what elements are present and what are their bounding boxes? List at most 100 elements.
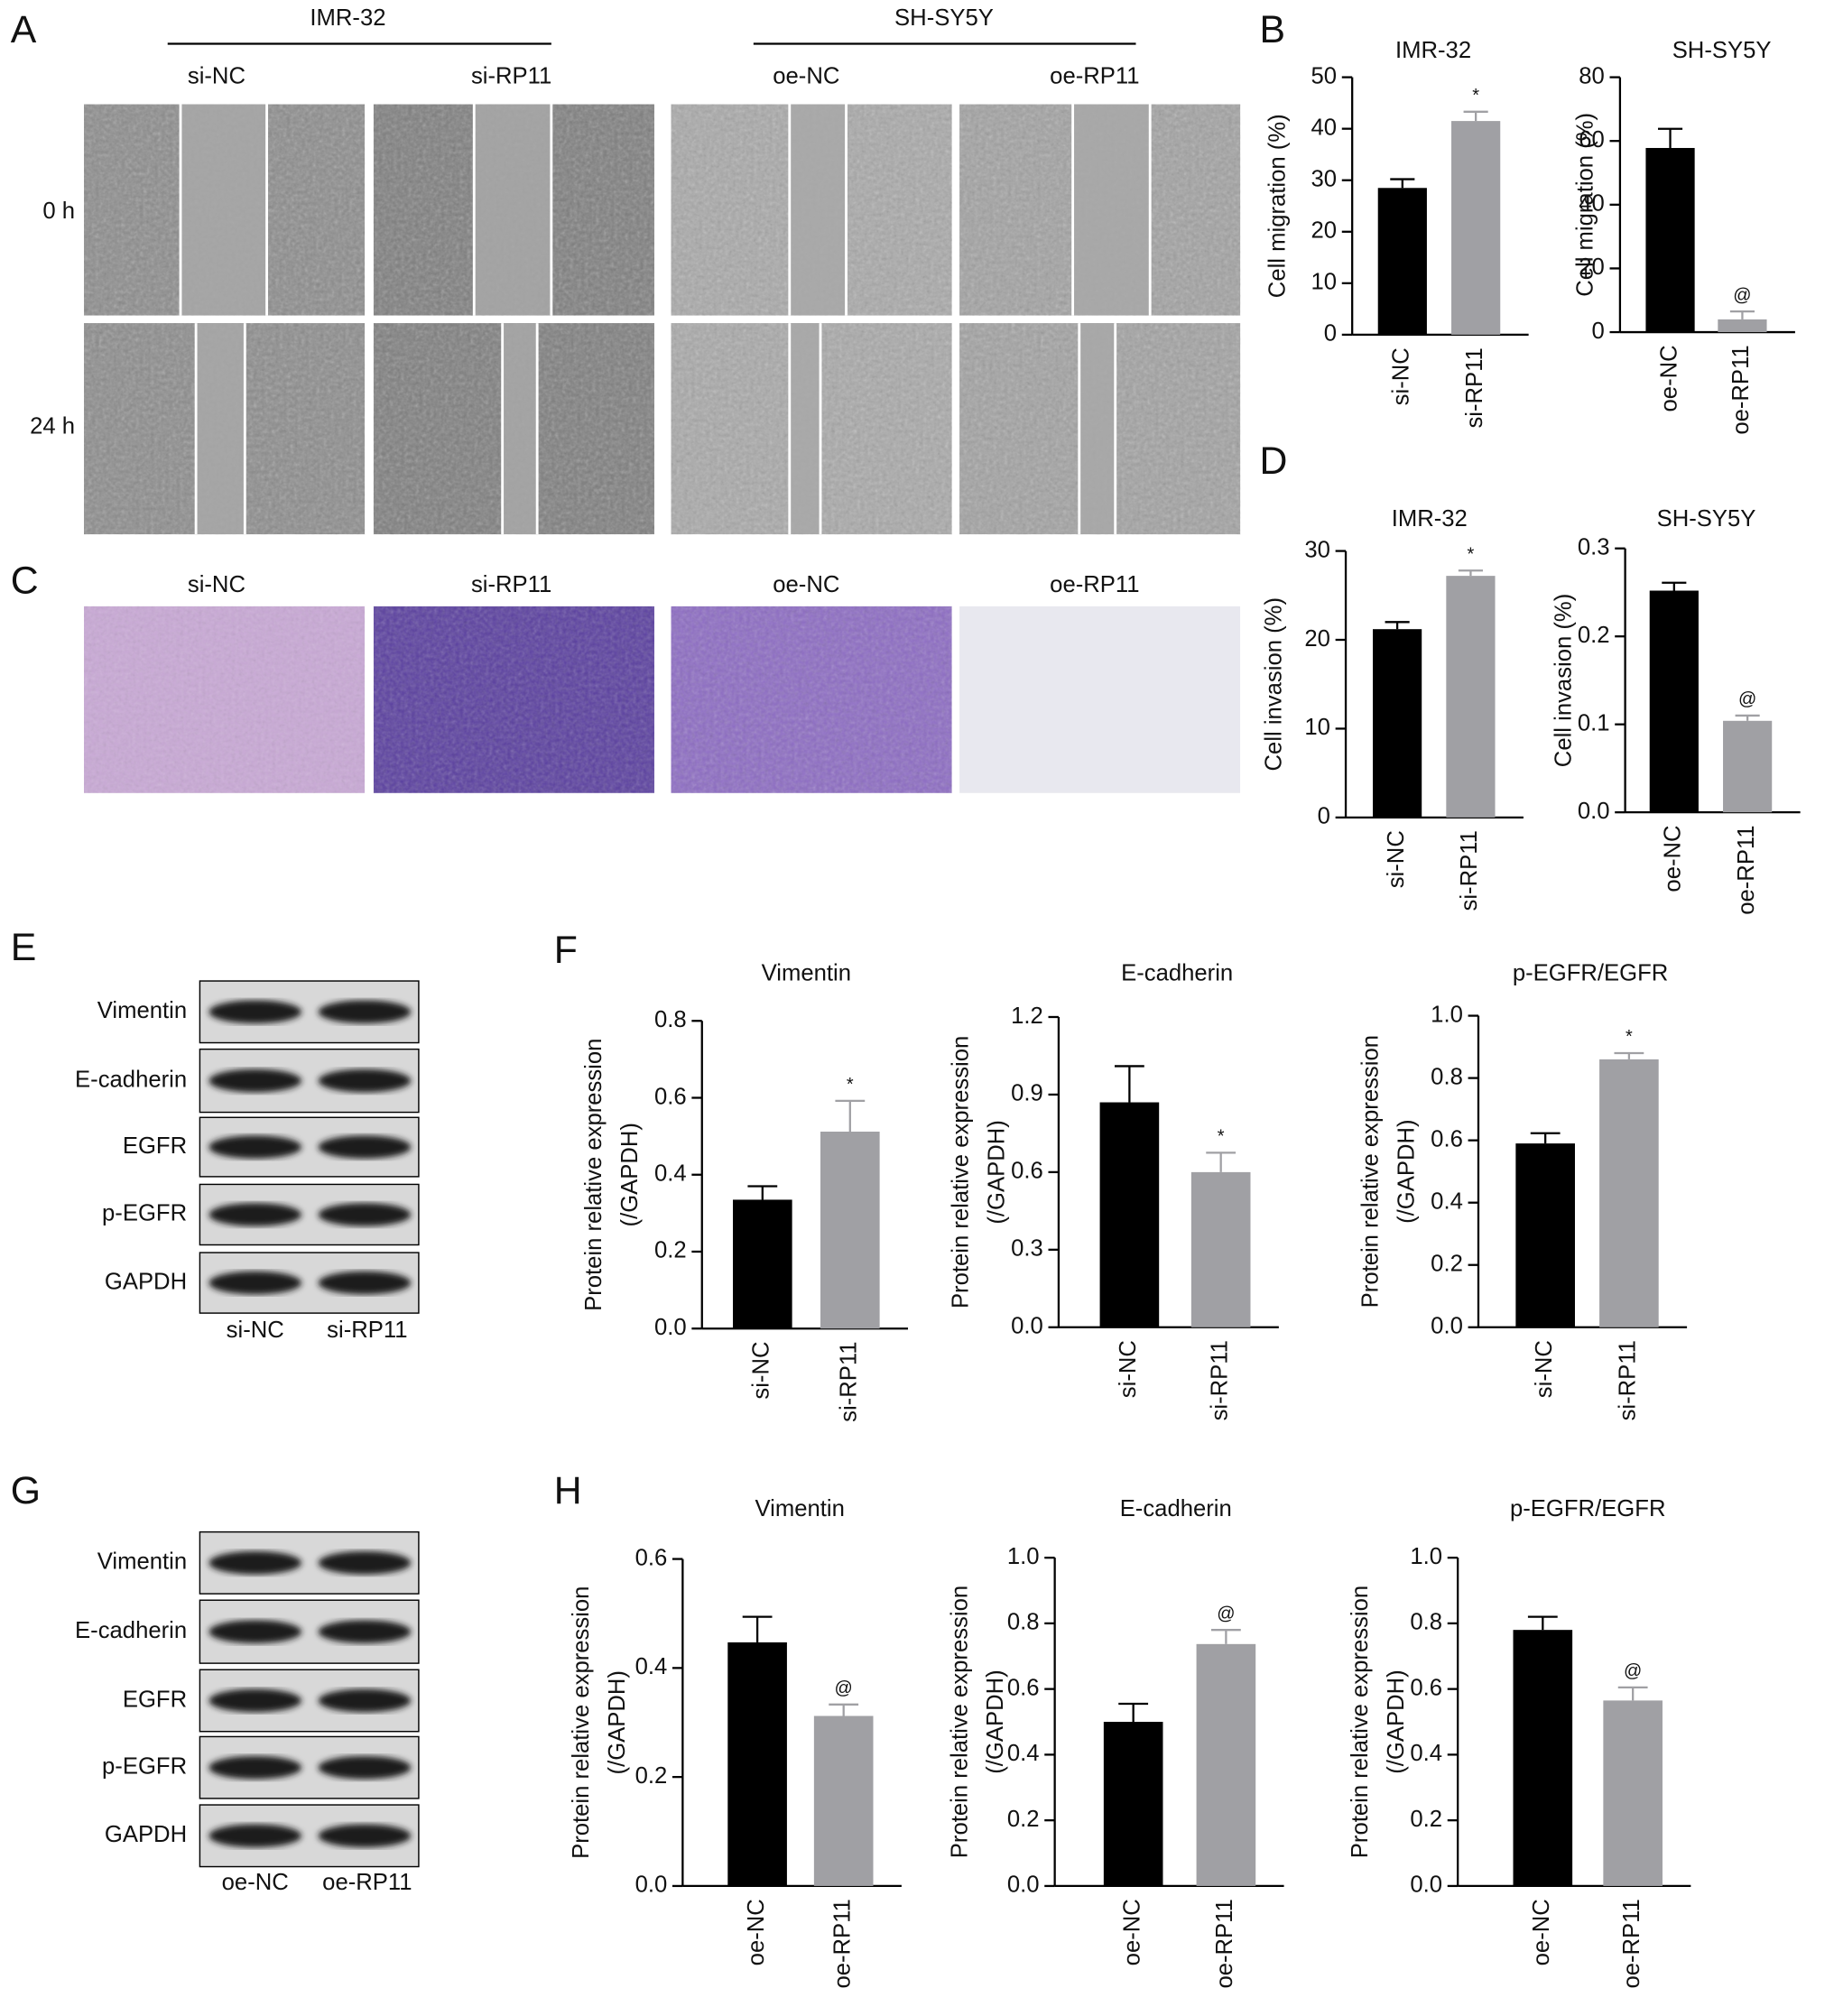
panel-letter: B [1259,8,1285,51]
x-tick-label: si-RP11 [1616,1340,1641,1420]
x-tick-label: oe-NC [1119,1899,1144,1965]
y-tick-label: 40 [1311,115,1338,140]
chart-title: p-EGFR/EGFR [1513,961,1668,986]
panel-letter: H [554,1469,582,1512]
y-tick-label: 20 [1311,218,1338,244]
y-tick-label: 10 [1304,715,1330,740]
bar [1446,576,1496,818]
y-tick-label: 0.9 [1011,1081,1043,1106]
protein-label: EGFR [123,1687,187,1712]
bar [1513,1630,1573,1886]
significance-mark: * [847,1075,854,1095]
lane-label: si-RP11 [327,1318,407,1343]
y-tick-label: 0.2 [1007,1807,1040,1832]
y-tick-label: 0.8 [654,1007,687,1032]
y-tick-label: 80 [1579,63,1605,88]
x-tick-label: oe-RP11 [1734,825,1759,914]
blot-band [318,1068,412,1093]
wound-gap [1079,323,1116,535]
y-axis-title: Cell invasion (%) [1551,594,1576,768]
y-axis-title: Protein relative expression [949,1036,974,1309]
y-tick-label: 0.0 [635,1873,668,1898]
y-tick-label: 0.4 [1007,1741,1040,1766]
significance-mark: @ [1738,689,1756,709]
blot-band [318,1620,412,1644]
blot-band [318,1135,412,1159]
transwell-image [959,606,1241,793]
y-tick-label: 30 [1311,167,1338,192]
y-tick-label: 0.3 [1578,534,1610,559]
cell-line-header: IMR-32 [310,5,385,31]
blot-band [318,1271,412,1295]
y-tick-label: 0.0 [1431,1314,1463,1339]
y-axis-title: (/GAPDH) [1394,1119,1419,1223]
significance-mark: * [1626,1027,1633,1047]
y-tick-label: 0.4 [1431,1188,1463,1214]
wound-gap [789,104,847,316]
blot-band [318,1203,412,1226]
bar [1373,629,1422,818]
y-tick-label: 0.8 [1431,1064,1463,1089]
group-label: si-RP11 [471,63,551,88]
bar [1723,720,1773,813]
y-tick-label: 40 [1579,191,1605,217]
time-label: 0 h [42,199,75,224]
panel-letter: D [1259,439,1287,483]
protein-label: GAPDH [105,1822,187,1847]
significance-mark: @ [1624,1661,1642,1681]
significance-mark: * [1468,544,1475,564]
x-tick-label: si-RP11 [837,1341,862,1421]
y-tick-label: 0.4 [635,1654,668,1679]
chart-title: Vimentin [762,961,851,986]
y-axis-title: Protein relative expression [569,1586,594,1859]
bar [1515,1143,1575,1327]
x-tick-label: oe-RP11 [829,1899,855,1988]
y-tick-label: 0.2 [635,1763,668,1789]
bar [733,1199,792,1329]
y-axis-title: Cell migration (%) [1265,114,1291,298]
y-tick-label: 0.6 [1011,1159,1043,1184]
chart-title: p-EGFR/EGFR [1510,1496,1665,1521]
group-label: si-RP11 [471,572,551,597]
y-axis-title: Cell migration (%) [1573,113,1598,297]
y-axis-title: (/GAPDH) [1384,1669,1409,1773]
group-label: oe-NC [773,63,839,88]
group-label: oe-NC [773,572,839,597]
y-tick-label: 1.0 [1410,1544,1442,1569]
y-tick-label: 0 [1318,804,1330,829]
y-tick-label: 20 [1304,626,1330,652]
lane-label: si-NC [227,1318,284,1343]
protein-label: E-cadherin [75,1067,187,1092]
y-tick-label: 1.0 [1007,1544,1040,1569]
transwell-texture [373,606,654,793]
chart-title: SH-SY5Y [1672,38,1772,63]
chart-title: E-cadherin [1121,961,1233,986]
y-tick-label: 0.0 [1007,1873,1040,1898]
bar [1645,147,1695,333]
x-tick-label: oe-RP11 [1619,1899,1644,1988]
y-axis-title: Protein relative expression [1357,1035,1383,1308]
y-tick-label: 0.6 [1431,1126,1463,1151]
y-tick-label: 0.8 [1410,1610,1442,1635]
wound-gap [502,323,538,535]
y-tick-label: 0.2 [1431,1252,1463,1277]
y-tick-label: 0 [1324,321,1337,347]
significance-mark: @ [1217,1604,1235,1623]
wound-gap [1072,104,1151,316]
y-tick-label: 10 [1311,270,1338,295]
chart-title: IMR-32 [1392,506,1468,532]
blot-band [208,1203,302,1226]
lane-label: oe-NC [222,1870,289,1895]
bar [1603,1700,1663,1886]
x-tick-label: oe-NC [1529,1899,1554,1965]
transwell-texture [671,606,952,793]
y-tick-label: 0.2 [1410,1807,1442,1832]
bar [1190,1171,1251,1327]
significance-mark: @ [1733,285,1751,305]
y-tick-label: 0 [1592,319,1605,344]
y-axis-title: Protein relative expression [581,1039,607,1311]
group-label: oe-RP11 [1050,63,1139,88]
blot-band [208,1824,302,1848]
y-tick-label: 0.6 [1410,1675,1442,1700]
